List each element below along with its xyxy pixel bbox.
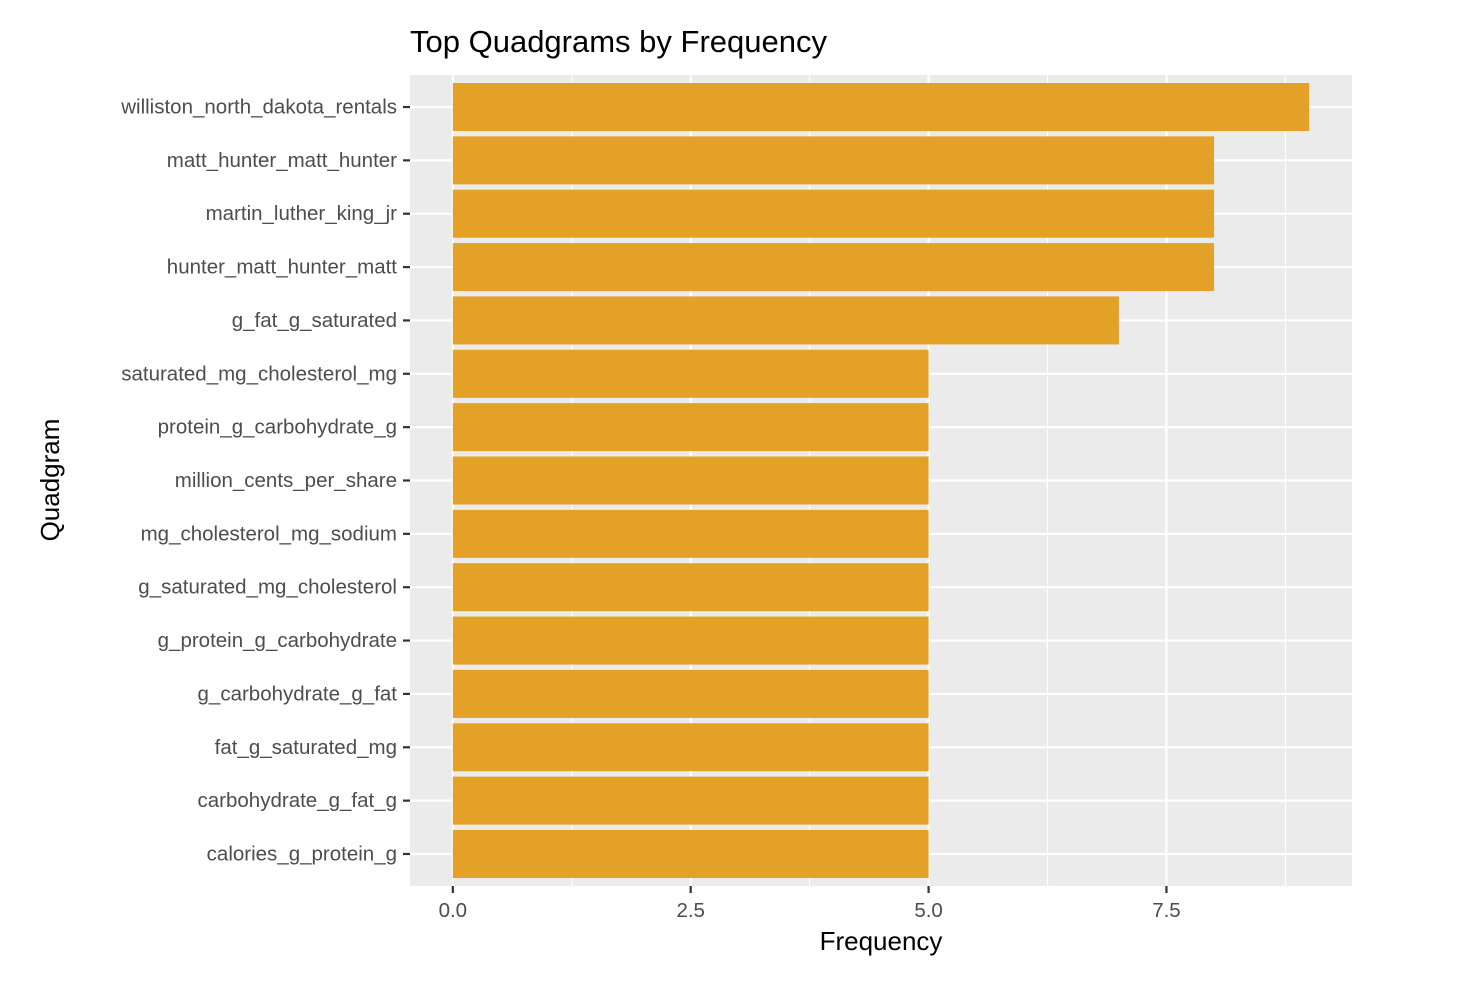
x-tick-label: 2.5 bbox=[676, 899, 705, 922]
y-axis: williston_north_dakota_rentals matt_hunte… bbox=[120, 96, 410, 865]
x-axis-title: Frequency bbox=[820, 926, 943, 956]
y-tick-label: martin_luther_king_jr bbox=[206, 202, 398, 225]
bar bbox=[452, 349, 929, 398]
y-tick-label: g_fat_g_saturated bbox=[232, 309, 397, 332]
y-tick-label: carbohydrate_g_fat_g bbox=[198, 789, 397, 812]
bar bbox=[452, 829, 929, 878]
y-axis-title: Quadgram bbox=[35, 419, 65, 542]
x-axis: 0.0 2.5 5.0 7.5 bbox=[439, 886, 1181, 922]
x-tick-label: 5.0 bbox=[914, 899, 943, 922]
x-tick-label: 7.5 bbox=[1152, 899, 1181, 922]
y-tick-label: protein_g_carbohydrate_g bbox=[158, 416, 397, 439]
bar bbox=[452, 509, 929, 558]
bar bbox=[452, 189, 1215, 238]
y-tick-label: matt_hunter_matt_hunter bbox=[167, 149, 397, 172]
bar bbox=[452, 669, 929, 718]
y-tick-label: hunter_matt_hunter_matt bbox=[167, 256, 397, 279]
bar bbox=[452, 776, 929, 825]
x-tick-label: 0.0 bbox=[439, 899, 468, 922]
y-tick-label: williston_north_dakota_rentals bbox=[120, 96, 397, 119]
bar bbox=[452, 296, 1119, 345]
y-tick-label: calories_g_protein_g bbox=[207, 842, 397, 865]
bar bbox=[452, 563, 929, 612]
y-tick-label: fat_g_saturated_mg bbox=[215, 736, 397, 759]
bar bbox=[452, 616, 929, 665]
y-tick-label: mg_cholesterol_mg_sodium bbox=[141, 522, 397, 545]
bar bbox=[452, 403, 929, 452]
bar bbox=[452, 243, 1215, 292]
y-tick-label: g_saturated_mg_cholesterol bbox=[138, 576, 397, 599]
bar bbox=[452, 456, 929, 505]
bars bbox=[452, 83, 1310, 878]
bar bbox=[452, 83, 1310, 132]
y-tick-label: g_carbohydrate_g_fat bbox=[198, 682, 398, 705]
bar bbox=[452, 136, 1215, 185]
bar bbox=[452, 723, 929, 772]
y-tick-label: g_protein_g_carbohydrate bbox=[158, 629, 397, 652]
chart-title: Top Quadgrams by Frequency bbox=[410, 24, 827, 59]
y-tick-label: million_cents_per_share bbox=[175, 469, 397, 492]
y-tick-label: saturated_mg_cholesterol_mg bbox=[121, 362, 397, 385]
